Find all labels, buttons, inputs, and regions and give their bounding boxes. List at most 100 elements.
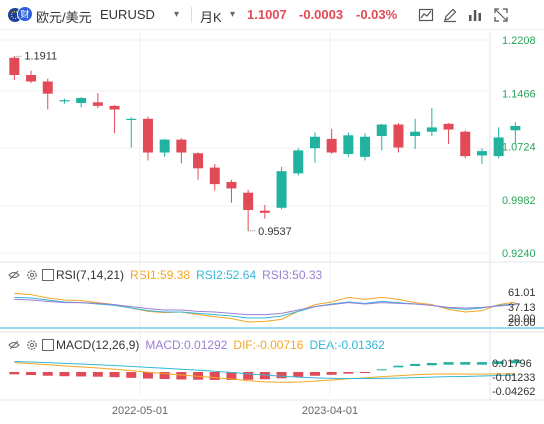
macd-bar [410, 363, 421, 367]
grid [0, 32, 544, 401]
macd-bar [243, 372, 254, 380]
period-dropdown-icon[interactable]: ▾ [230, 9, 236, 20]
candle-body [426, 127, 437, 132]
candle-body [460, 131, 471, 157]
macd-bar [393, 365, 404, 368]
candle-body [9, 57, 20, 76]
candle-body [109, 105, 120, 110]
macd-bar [476, 362, 487, 365]
candle-body [76, 97, 87, 104]
price-axis-label: 0.9240 [502, 248, 536, 260]
rsi-axis-label: 61.01 [508, 287, 536, 299]
logo-text: 财 [20, 9, 29, 20]
macd-bar [259, 372, 270, 380]
macd-bar [376, 369, 387, 371]
price-axis-label: 1.0724 [502, 142, 536, 154]
candle-body [309, 136, 320, 149]
macd-series-line [14, 360, 516, 380]
macd-label: MACD:0.01292 [145, 338, 228, 352]
high-annotation: 1.1911 [24, 50, 57, 62]
candle-body [176, 139, 187, 153]
macd-panel-header: MACD(12,26,9) MACD:0.01292 DIF:-0.00716 … [8, 336, 391, 354]
macd-bar [142, 372, 153, 379]
logo-icon: 财 [17, 6, 33, 22]
price-axis-label: 1.2208 [502, 35, 536, 47]
indicator-toggle-icon[interactable] [42, 269, 54, 281]
macd-axis-label: -0.01233 [492, 372, 535, 384]
price-axis-label: 1.1466 [502, 88, 536, 100]
dif-label: DIF:-0.00716 [233, 338, 304, 352]
settings-icon[interactable] [26, 269, 38, 281]
macd-bar [326, 372, 337, 375]
macd-bar [26, 372, 37, 376]
rsi-axis-label: 20.00 [508, 313, 536, 325]
macd-bar [226, 372, 237, 380]
rsi-series-line [14, 292, 516, 323]
macd-bar [126, 372, 137, 378]
period-selector[interactable]: 月K [200, 10, 222, 25]
candle-body [42, 81, 53, 94]
axis-labels: 1.2208 1.1466 1.0724 0.9982 0.9240 1.1911 0.95… [14, 35, 536, 417]
rsi-axis-label: 37.13 [508, 302, 536, 314]
symbol-dropdown-icon[interactable]: ▾ [174, 9, 180, 20]
candle-body [343, 135, 354, 154]
last-price: 1.1007 [247, 7, 287, 22]
candle-body [376, 124, 387, 137]
candle-body [293, 150, 304, 174]
macd-series [9, 360, 521, 383]
candle-body [26, 75, 37, 82]
candle-body [276, 171, 287, 208]
rsi1-label: RSI1:59.38 [130, 268, 191, 282]
candle-body [142, 118, 153, 153]
candle-body [193, 153, 204, 169]
chart-type-icon[interactable] [417, 6, 435, 24]
toolbar-divider [191, 7, 192, 23]
rsi-axis-label: 20.00 [508, 317, 536, 329]
indicator-icon[interactable] [466, 6, 484, 24]
rsi-series-line [14, 298, 516, 316]
macd-bar [76, 372, 87, 377]
candle-body [92, 102, 103, 106]
candle-body [243, 192, 254, 210]
candle-body [209, 167, 220, 185]
candles [9, 56, 521, 231]
macd-bar [360, 372, 371, 373]
indicator-toggle-icon[interactable] [42, 339, 54, 351]
candle-body [510, 125, 521, 131]
candle-body [476, 151, 487, 156]
macd-bar [176, 372, 187, 380]
price-axis-label: 0.9982 [502, 195, 536, 207]
candle-body [59, 100, 70, 102]
hide-icon[interactable] [8, 339, 20, 351]
settings-icon[interactable] [26, 339, 38, 351]
x-axis-label: 2022-05-01 [112, 405, 168, 417]
candle-body [443, 123, 454, 130]
low-annotation: 0.9537 [258, 226, 292, 238]
price-change: -0.0003 [299, 7, 344, 22]
candle-body [326, 138, 337, 153]
candle-body [360, 136, 371, 157]
price-change-pct: -0.03% [356, 7, 398, 22]
macd-axis-label: 0.01796 [492, 358, 532, 370]
macd-series-line [14, 362, 516, 383]
rsi-panel-header: RSI(7,14,21) RSI1:59.38 RSI2:52.64 RSI3:… [8, 266, 328, 284]
macd-bar [209, 372, 220, 380]
hide-icon[interactable] [8, 269, 20, 281]
dea-label: DEA:-0.01362 [309, 338, 385, 352]
rsi-lines [0, 292, 544, 329]
draw-icon[interactable] [441, 6, 459, 24]
fullscreen-icon[interactable] [492, 6, 510, 24]
macd-bar [59, 372, 70, 377]
macd-bar [9, 372, 20, 375]
macd-bar [343, 372, 354, 374]
macd-axis-label: -0.04262 [492, 386, 535, 398]
symbol-title-cn: 欧元/美元 [36, 10, 92, 25]
candle-body [393, 124, 404, 148]
x-axis-label: 2023-04-01 [302, 405, 358, 417]
macd-bar [159, 372, 170, 380]
macd-bar [493, 361, 504, 365]
candle-body [126, 118, 137, 120]
candle-body [493, 137, 504, 157]
macd-bar [42, 372, 53, 376]
